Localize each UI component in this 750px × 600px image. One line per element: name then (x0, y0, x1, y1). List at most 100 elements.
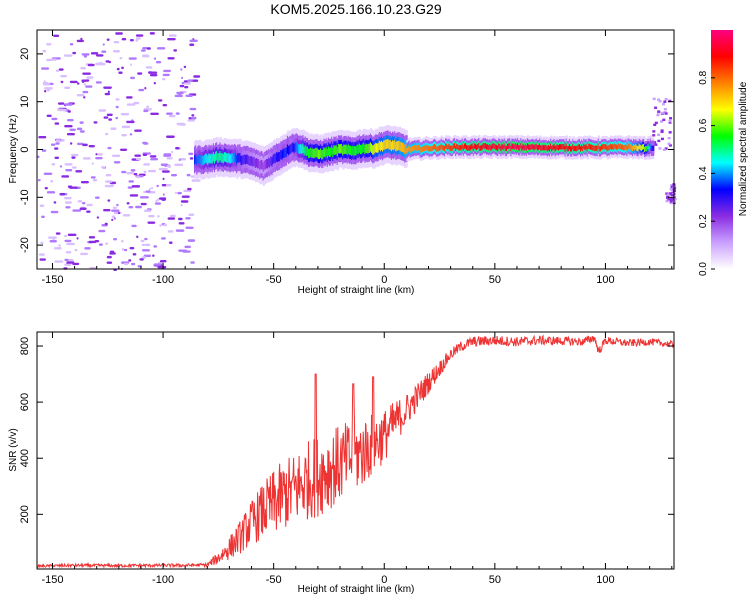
noise-blob (190, 261, 195, 264)
snr-x-axis: -150 -100 -50 0 50 100 (41, 332, 673, 586)
noise-blob (92, 179, 98, 182)
noise-blob (141, 249, 150, 252)
edge-feature (660, 111, 664, 115)
noise-blob (163, 153, 172, 156)
noise-blob (49, 240, 57, 243)
noise-blob (120, 112, 130, 116)
noise-blob (156, 184, 160, 188)
noise-blob (91, 162, 94, 165)
colorbar-tick-label: 0.8 (698, 70, 709, 84)
noise-blob (167, 217, 176, 220)
noise-blob (167, 230, 174, 233)
noise-blob (88, 240, 97, 244)
noise-blob (53, 34, 60, 38)
noise-blob (83, 55, 88, 58)
spectrogram-x-tick-label: 50 (489, 274, 501, 286)
noise-blob (61, 175, 70, 178)
snr-series-line (36, 334, 675, 569)
noise-blob (82, 143, 88, 147)
edge-feature (661, 102, 665, 106)
noise-blob (179, 84, 185, 88)
noise-blob (156, 47, 166, 50)
noise-blob (130, 76, 135, 80)
noise-blob (145, 190, 151, 193)
noise-blob (143, 109, 149, 113)
noise-blob (185, 226, 194, 229)
noise-blob (115, 105, 119, 109)
noise-blob (108, 118, 113, 121)
noise-blob (77, 82, 80, 85)
noise-blob (74, 248, 78, 252)
noise-blob (174, 163, 184, 167)
noise-blob (135, 37, 141, 40)
noise-blob (81, 53, 90, 56)
noise-blob (128, 205, 134, 209)
noise-blob (162, 193, 165, 196)
noise-blob (120, 239, 124, 243)
noise-blob (39, 204, 45, 207)
noise-blob (181, 195, 190, 198)
edge-feature (668, 121, 672, 124)
edge-feature (673, 197, 677, 201)
noise-blob (168, 34, 177, 37)
edge-feature (657, 139, 661, 143)
noise-blob (79, 121, 84, 124)
noise-blob (133, 172, 138, 176)
noise-blob (188, 213, 195, 216)
noise-blob (72, 51, 77, 55)
figure-title: KOM5.2025.166.10.23.G29 (270, 1, 441, 17)
noise-blob (87, 63, 95, 67)
noise-blob (132, 253, 137, 256)
noise-blob (59, 193, 66, 196)
snr-x-tick-label: -150 (41, 574, 63, 586)
noise-blob (148, 71, 158, 74)
edge-feature (668, 144, 672, 147)
spectrogram-y-tick-label: -10 (19, 189, 31, 205)
noise-blob (113, 50, 120, 53)
noise-blob (98, 109, 107, 112)
noise-blob (67, 110, 71, 113)
snr-y-axis: 200 400 600 800 (19, 337, 674, 523)
noise-blob (64, 239, 72, 243)
noise-blob (148, 214, 155, 218)
noise-blob (104, 222, 108, 226)
noise-blob (38, 136, 47, 139)
noise-blob (107, 199, 111, 202)
edge-feature (652, 134, 656, 137)
noise-blob (135, 34, 144, 37)
noise-blob (183, 80, 189, 83)
noise-blob (93, 121, 98, 124)
noise-blob (69, 80, 78, 84)
spectrogram-y-tick-label: 20 (19, 48, 31, 60)
noise-blob (113, 161, 121, 164)
noise-blob (141, 243, 145, 247)
edge-feature (670, 193, 674, 197)
edge-feature (663, 100, 667, 103)
noise-blob (166, 135, 175, 138)
noise-blob (46, 89, 51, 92)
noise-blob (83, 96, 86, 99)
noise-blob (161, 183, 168, 187)
noise-blob (149, 155, 157, 158)
noise-blob (83, 83, 86, 86)
noise-blob (175, 229, 185, 232)
noise-blob (135, 205, 142, 209)
edge-feature (666, 195, 670, 198)
edge-feature (654, 121, 658, 125)
noise-blob (126, 202, 130, 205)
noise-blob (165, 184, 172, 187)
snr-x-tick-label: -100 (152, 574, 174, 586)
noise-blob (81, 80, 85, 83)
noise-blob (143, 170, 147, 174)
edge-feature (662, 118, 666, 122)
noise-blob (150, 112, 159, 116)
edge-feature (654, 106, 658, 109)
noise-blob (176, 122, 185, 126)
noise-blob (69, 142, 73, 145)
noise-blob (44, 89, 47, 93)
noise-blob (135, 157, 142, 161)
noise-blob (69, 43, 74, 46)
noise-blob (167, 37, 176, 41)
noise-blob (80, 37, 83, 41)
